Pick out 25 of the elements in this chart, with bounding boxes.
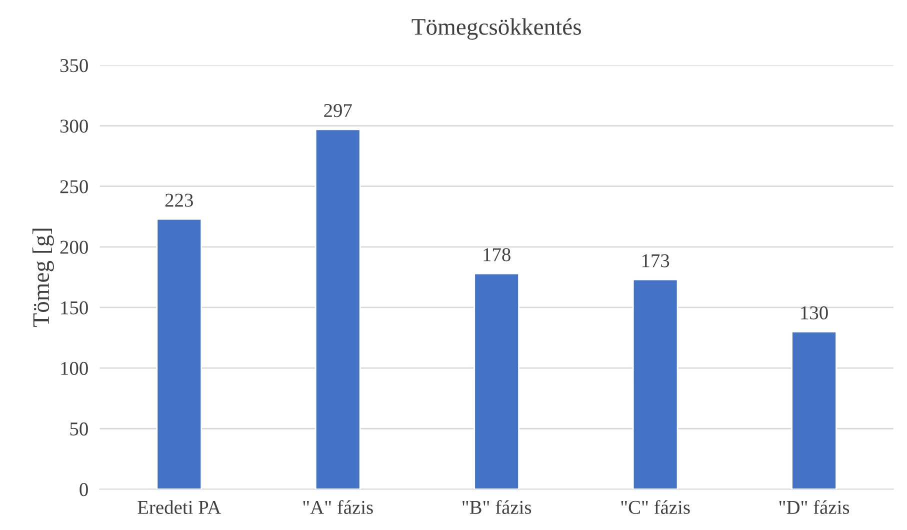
y-tick-label: 200: [60, 240, 88, 254]
data-label: 178: [484, 248, 510, 262]
data-label: 173: [642, 254, 670, 268]
bar: [314, 128, 361, 490]
y-tick-label: 300: [60, 120, 88, 133]
y-tick-label: 50: [70, 422, 88, 436]
y-tick-label: 250: [60, 180, 88, 194]
x-tick-label: "A" fázis: [303, 500, 373, 514]
data-label: 223: [165, 194, 193, 207]
bar: [791, 331, 837, 490]
y-tick-label: 0: [80, 483, 88, 496]
y-tick-label: 100: [61, 362, 88, 375]
x-tick-label: "B" fázis: [462, 500, 532, 514]
data-label: 130: [801, 306, 828, 320]
y-axis-title: Tömeg [g]: [32, 228, 54, 327]
x-tick-label: Eredeti PA: [138, 500, 222, 514]
y-tick-label: 350: [60, 59, 88, 72]
x-tick-label: "D" fázis: [779, 500, 850, 514]
x-tick-label: "C" fázis: [621, 500, 690, 514]
data-label: 297: [324, 104, 352, 118]
chart-title: Tömegcsökkentés: [412, 18, 581, 40]
bar: [474, 272, 520, 490]
y-tick-label: 150: [61, 301, 88, 314]
bar: [632, 278, 678, 490]
bar: [156, 218, 202, 490]
